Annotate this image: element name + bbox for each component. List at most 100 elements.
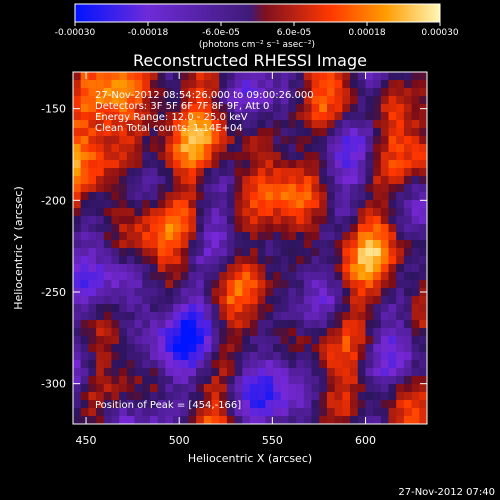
heatmap-cell: [373, 200, 382, 209]
heatmap-cell: [149, 240, 158, 249]
heatmap-cell: [388, 160, 397, 169]
heatmap-cell: [326, 336, 335, 345]
heatmap-cell: [357, 184, 366, 193]
heatmap-cell: [211, 328, 220, 337]
heatmap-cell: [280, 384, 289, 393]
heatmap-cell: [388, 288, 397, 297]
heatmap-cell: [411, 120, 420, 129]
heatmap-cell: [111, 344, 120, 353]
heatmap-cell: [211, 224, 220, 233]
heatmap-cell: [250, 344, 258, 353]
heatmap-cell: [73, 408, 81, 417]
heatmap-cell: [173, 336, 181, 345]
heatmap-cell: [326, 144, 335, 153]
heatmap-cell: [73, 312, 81, 321]
heatmap-cell: [111, 320, 120, 329]
heatmap-cell: [373, 72, 382, 81]
heatmap-cell: [96, 136, 105, 145]
heatmap-cell: [180, 168, 189, 177]
heatmap-cell: [380, 328, 389, 337]
heatmap-cell: [111, 176, 120, 185]
heatmap-cell: [80, 216, 89, 225]
heatmap-cell: [334, 168, 343, 177]
heatmap-cell: [319, 328, 328, 337]
heatmap-cell: [226, 168, 235, 177]
heatmap-cell: [165, 216, 174, 225]
heatmap-cell: [103, 128, 112, 137]
heatmap-cell: [196, 304, 205, 313]
heatmap-cell: [411, 400, 420, 409]
heatmap-cell: [350, 392, 358, 401]
heatmap-cell: [257, 320, 266, 329]
heatmap-cell: [188, 104, 197, 113]
heatmap-cell: [380, 336, 389, 345]
heatmap-cell: [250, 352, 258, 361]
heatmap-cell: [211, 304, 220, 313]
heatmap-cell: [211, 248, 220, 257]
heatmap-cell: [157, 224, 166, 233]
heatmap-cell: [257, 416, 266, 425]
heatmap-cell: [273, 96, 282, 105]
heatmap-cell: [380, 80, 389, 89]
heatmap-cell: [142, 72, 151, 81]
heatmap-cell: [380, 120, 389, 129]
heatmap-cell: [134, 304, 143, 313]
heatmap-cell: [411, 96, 420, 105]
heatmap-cell: [142, 88, 151, 97]
heatmap-cell: [111, 240, 120, 249]
heatmap-cell: [96, 344, 105, 353]
heatmap-cell: [296, 352, 305, 361]
heatmap-cell: [73, 176, 81, 185]
heatmap-cell: [142, 360, 151, 369]
heatmap-cell: [196, 392, 205, 401]
heatmap-cell: [88, 96, 97, 105]
heatmap-cell: [273, 264, 282, 273]
heatmap-cell: [73, 368, 81, 377]
heatmap-cell: [280, 224, 289, 233]
heatmap-cell: [80, 376, 89, 385]
heatmap-cell: [111, 360, 120, 369]
heatmap-cell: [250, 72, 258, 81]
heatmap-cell: [403, 392, 412, 401]
heatmap-cell: [242, 368, 251, 377]
heatmap-cell: [380, 416, 389, 425]
heatmap-cell: [134, 256, 143, 265]
heatmap-cell: [80, 264, 89, 273]
heatmap-cell: [419, 392, 428, 401]
heatmap-cell: [365, 80, 374, 89]
heatmap-cell: [265, 72, 274, 81]
heatmap-cell: [388, 168, 397, 177]
heatmap-cell: [219, 72, 228, 81]
heatmap-cell: [73, 400, 81, 409]
heatmap-cell: [342, 344, 351, 353]
heatmap-cell: [273, 144, 282, 153]
heatmap-cell: [119, 392, 128, 401]
heatmap-cell: [80, 72, 89, 81]
heatmap-cell: [142, 304, 151, 313]
heatmap-cell: [234, 88, 243, 97]
heatmap-cell: [357, 136, 366, 145]
heatmap-cell: [196, 384, 205, 393]
heatmap-cell: [165, 272, 174, 281]
heatmap-cell: [80, 384, 89, 393]
heatmap-cell: [111, 152, 120, 161]
heatmap-cell: [342, 200, 351, 209]
heatmap-cell: [203, 200, 212, 209]
heatmap-cell: [257, 280, 266, 289]
annotation-time-range: 27-Nov-2012 08:54:26.000 to 09:00:26.000: [95, 90, 314, 101]
heatmap-cell: [196, 368, 205, 377]
heatmap-cell: [111, 184, 120, 193]
heatmap-cell: [303, 96, 312, 105]
heatmap-cell: [111, 272, 120, 281]
heatmap-cell: [380, 200, 389, 209]
heatmap-cell: [142, 400, 151, 409]
heatmap-cell: [403, 408, 412, 417]
heatmap-cell: [180, 240, 189, 249]
heatmap-cell: [211, 240, 220, 249]
heatmap-cell: [211, 232, 220, 241]
heatmap-cell: [419, 280, 428, 289]
heatmap-cell: [173, 208, 181, 217]
heatmap-cell: [188, 72, 197, 81]
heatmap-cell: [326, 184, 335, 193]
heatmap-cell: [103, 168, 112, 177]
